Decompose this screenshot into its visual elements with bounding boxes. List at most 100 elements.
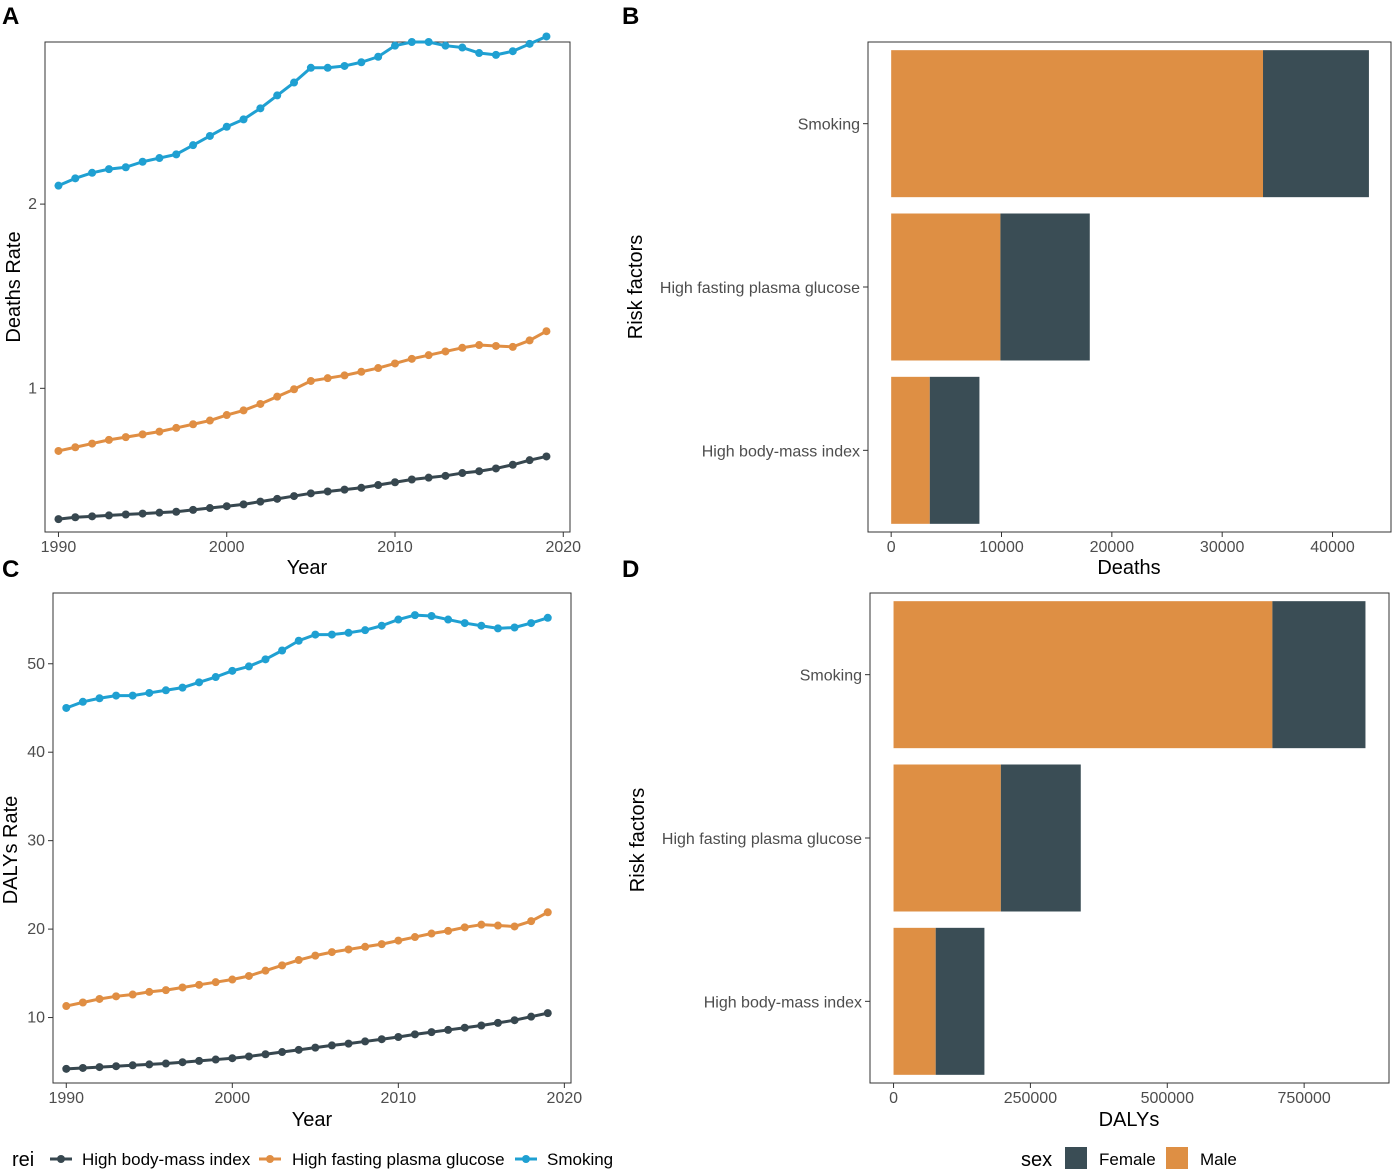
legend-item-male: Male [1166, 1147, 1237, 1169]
series-line-high-body-mass-index [58, 455, 547, 521]
panel-a-y-axis: 12 [28, 196, 45, 397]
data-point-smoking-1993 [112, 691, 121, 700]
data-point-smoking-1996 [155, 154, 164, 163]
x-tick-label: 250000 [1004, 1090, 1057, 1107]
x-tick-label: 20000 [1090, 539, 1135, 556]
data-point-high-fasting-plasma-glucose-2016 [491, 341, 500, 350]
legend-item-female: Female [1065, 1147, 1156, 1169]
panel-c-dalys-rate-line-chart: 1990 2000 2010 2020 10 20 30 40 50 Year DALYs R… [0, 592, 582, 1131]
data-point-smoking-1998 [189, 141, 198, 150]
data-point-smoking-1990 [62, 703, 71, 712]
y-tick-label: 20 [27, 921, 45, 938]
data-point-high-body-mass-index-2001 [244, 1052, 253, 1061]
panel-d-x-axis: 0 250000 500000 750000 [889, 1083, 1331, 1107]
data-point-high-fasting-plasma-glucose-2010 [394, 936, 403, 945]
data-point-high-body-mass-index-2009 [377, 1035, 386, 1044]
data-point-high-body-mass-index-2001 [239, 500, 248, 509]
data-point-high-fasting-plasma-glucose-2013 [441, 347, 450, 356]
data-point-high-fasting-plasma-glucose-1998 [195, 980, 204, 989]
data-point-high-fasting-plasma-glucose-2009 [374, 364, 383, 373]
data-point-high-body-mass-index-2005 [306, 489, 315, 498]
data-point-high-body-mass-index-1991 [78, 1063, 87, 1072]
sex-legend: sex Female Male [1021, 1147, 1237, 1171]
line-legend-title: rei [12, 1149, 34, 1171]
x-tick-label: 10000 [979, 539, 1024, 556]
data-point-high-fasting-plasma-glucose-2013 [444, 926, 453, 935]
data-point-smoking-2000 [228, 666, 237, 675]
data-point-high-fasting-plasma-glucose-2000 [228, 975, 237, 984]
y-tick-label: 1 [28, 380, 37, 397]
data-point-smoking-1992 [88, 168, 97, 177]
data-point-high-body-mass-index-2006 [323, 487, 332, 496]
legend-swatch-glucose-dot [266, 1155, 274, 1163]
panel-c-x-axis: 1990 2000 2010 2020 [48, 1083, 582, 1107]
data-point-high-body-mass-index-2009 [374, 481, 383, 490]
data-point-smoking-2018 [527, 619, 536, 628]
data-point-smoking-1994 [121, 163, 130, 172]
data-point-smoking-2017 [510, 623, 519, 632]
data-point-high-fasting-plasma-glucose-2007 [340, 371, 349, 380]
data-point-high-body-mass-index-1995 [138, 509, 147, 518]
data-point-high-body-mass-index-1994 [121, 510, 130, 519]
data-point-smoking-2002 [256, 104, 265, 113]
panel-a-x-axis-title: Year [287, 557, 328, 579]
data-point-high-body-mass-index-1991 [71, 513, 80, 522]
data-point-smoking-1996 [161, 686, 170, 695]
data-point-high-body-mass-index-2013 [444, 1025, 453, 1034]
data-point-high-body-mass-index-1996 [161, 1059, 170, 1068]
y-tick-label: 2 [28, 196, 37, 213]
data-point-high-fasting-plasma-glucose-2006 [327, 948, 336, 957]
data-point-high-body-mass-index-2010 [394, 1033, 403, 1042]
data-point-smoking-2015 [477, 621, 486, 630]
legend-label-bmi: High body-mass index [82, 1150, 251, 1169]
data-point-smoking-2012 [424, 38, 433, 46]
data-point-smoking-2006 [323, 63, 332, 72]
data-point-smoking-2007 [344, 628, 353, 637]
data-point-smoking-1997 [172, 150, 181, 159]
legend-label-female: Female [1099, 1150, 1156, 1169]
data-point-smoking-2018 [525, 39, 534, 48]
data-point-high-fasting-plasma-glucose-2002 [256, 399, 265, 408]
data-point-high-body-mass-index-2012 [424, 473, 433, 482]
panel-a-plot-border [44, 41, 571, 533]
category-label-smoking: Smoking [798, 117, 860, 134]
data-point-high-fasting-plasma-glucose-1997 [172, 423, 181, 432]
data-point-high-body-mass-index-1997 [172, 507, 181, 516]
data-point-high-fasting-plasma-glucose-1991 [78, 998, 87, 1007]
data-point-smoking-2011 [410, 611, 419, 620]
panel-a-y-axis-title: Deaths Rate [3, 231, 25, 342]
data-point-high-fasting-plasma-glucose-1993 [104, 435, 113, 444]
x-tick-label: 2020 [545, 539, 581, 556]
legend-swatch-smoking-dot [522, 1155, 530, 1163]
bar-high-body-mass-index-female [935, 927, 985, 1075]
data-point-high-body-mass-index-2019 [542, 452, 551, 461]
data-point-high-body-mass-index-2002 [256, 497, 265, 506]
bar-high-fasting-plasma-glucose-female [1000, 213, 1090, 361]
data-point-high-fasting-plasma-glucose-2011 [407, 354, 416, 363]
panel-d-y-axis-title: Risk factors [627, 788, 649, 892]
data-point-high-body-mass-index-2018 [527, 1012, 536, 1021]
data-point-high-fasting-plasma-glucose-1992 [95, 994, 104, 1003]
y-tick-label: 30 [27, 833, 45, 850]
legend-swatch-bmi-dot [57, 1155, 65, 1163]
data-point-high-body-mass-index-2000 [222, 502, 231, 511]
legend-item-high-body-mass-index: High body-mass index [50, 1150, 251, 1169]
data-point-high-fasting-plasma-glucose-2004 [294, 956, 303, 965]
x-tick-label: 2000 [215, 1090, 251, 1107]
data-point-high-body-mass-index-2016 [491, 464, 500, 473]
bar-smoking-male [891, 50, 1264, 198]
data-point-high-fasting-plasma-glucose-2015 [475, 341, 484, 350]
data-point-smoking-1999 [211, 673, 220, 682]
legend-label-male: Male [1200, 1150, 1237, 1169]
data-point-smoking-1998 [195, 678, 204, 687]
y-tick-label: 10 [27, 1010, 45, 1027]
bar-high-body-mass-index-male [893, 927, 936, 1075]
data-point-high-body-mass-index-2014 [460, 1023, 469, 1032]
data-point-high-body-mass-index-1992 [95, 1063, 104, 1072]
data-point-smoking-2000 [222, 122, 231, 131]
data-point-high-fasting-plasma-glucose-2019 [542, 327, 551, 336]
data-point-high-body-mass-index-2008 [361, 1037, 370, 1046]
panel-c-plot-border [52, 592, 572, 1084]
category-label-smoking: Smoking [800, 668, 862, 685]
